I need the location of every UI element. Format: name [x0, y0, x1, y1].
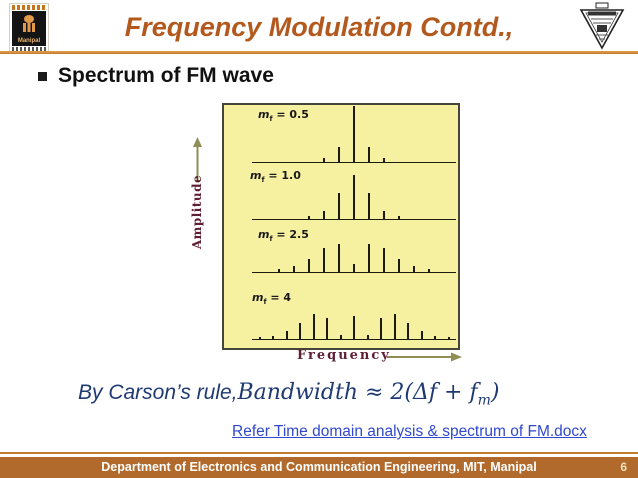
- spectrum-box: mf = 0.5 mf = 1.0 mf = 2.5 mf = 4: [222, 103, 460, 350]
- spectral-line: [353, 175, 355, 219]
- spectral-line: [338, 244, 340, 272]
- spectrum-baseline: [252, 219, 456, 220]
- carson-rule-prefix: By Carson’s rule,: [78, 381, 238, 404]
- page-number: 6: [620, 460, 627, 474]
- spectral-line: [338, 147, 340, 162]
- spectral-line: [434, 336, 436, 339]
- spectral-line: [258, 337, 261, 339]
- spectral-line: [323, 158, 325, 162]
- spectral-line: [428, 269, 430, 272]
- spectral-line: [368, 244, 370, 272]
- footer-divider: [0, 452, 638, 454]
- spectral-line: [398, 216, 400, 219]
- spectral-line: [393, 314, 396, 339]
- bullet-text: Spectrum of FM wave: [58, 64, 274, 87]
- spectral-line: [353, 106, 355, 162]
- spectral-line: [380, 318, 382, 339]
- frequency-axis-arrow-icon: [387, 352, 462, 362]
- manipal-logo-tagline: [12, 47, 46, 51]
- spectral-line: [272, 336, 274, 339]
- header-divider: [0, 51, 638, 54]
- frequency-axis-label: Frequency: [297, 348, 391, 363]
- spectrum-baseline: [252, 272, 456, 273]
- spectral-line: [383, 158, 385, 162]
- spectral-line: [368, 193, 370, 219]
- spectral-line: [312, 314, 315, 339]
- spectral-line: [326, 318, 328, 339]
- spectral-line: [323, 211, 325, 219]
- spectral-line: [338, 193, 340, 219]
- spectral-line: [398, 259, 400, 272]
- spectral-line: [366, 335, 369, 339]
- spectral-line: [353, 264, 355, 272]
- spectral-line: [293, 266, 295, 272]
- bullet-item: Spectrum of FM wave: [38, 64, 274, 88]
- footer-text: Department of Electronics and Communicat…: [101, 460, 537, 474]
- manipal-logo-wordmark: Manipal: [12, 37, 46, 46]
- spectral-line: [285, 331, 288, 339]
- spectral-line: [308, 259, 310, 272]
- amplitude-axis-arrow-icon: [193, 137, 202, 181]
- panel-label: mf = 4: [252, 291, 292, 307]
- manipal-logo-top-strip: [12, 5, 46, 10]
- fm-doc-link[interactable]: Refer Time domain analysis & spectrum of…: [232, 423, 587, 440]
- footer-bar: Department of Electronics and Communicat…: [0, 457, 638, 478]
- spectral-line: [413, 266, 415, 272]
- spectral-line: [383, 248, 385, 272]
- spectral-line: [420, 331, 423, 339]
- spectral-line: [368, 147, 370, 162]
- panel-label: mf = 1.0: [250, 169, 301, 185]
- spectral-line: [323, 248, 325, 272]
- spectral-line: [447, 337, 450, 339]
- manipal-logo: Manipal: [9, 3, 49, 52]
- spectrum-baseline: [252, 162, 456, 163]
- spectral-line: [278, 269, 280, 272]
- panel-label: mf = 2.5: [258, 228, 309, 244]
- spectrum-baseline: [252, 339, 456, 340]
- carson-rule-formula: Bandwidth ≈ 2(Δf + fm): [237, 380, 500, 409]
- bullet-square-icon: [38, 71, 47, 81]
- panel-label: mf = 0.5: [258, 108, 309, 124]
- mit-crest-icon: [575, 2, 629, 52]
- manipal-emblem-icon: [12, 11, 46, 37]
- amplitude-axis-label: Amplitude: [190, 174, 204, 250]
- spectral-line: [308, 216, 310, 219]
- slide-title: Frequency Modulation Contd.,: [124, 12, 514, 42]
- spectral-line: [339, 335, 342, 339]
- carson-rule-text: By Carson’s rule,Bandwidth ≈ 2(Δf + fm): [78, 380, 499, 408]
- spectral-line: [299, 323, 301, 339]
- spectral-line: [353, 316, 355, 339]
- spectral-line: [383, 211, 385, 219]
- spectral-line: [407, 323, 409, 339]
